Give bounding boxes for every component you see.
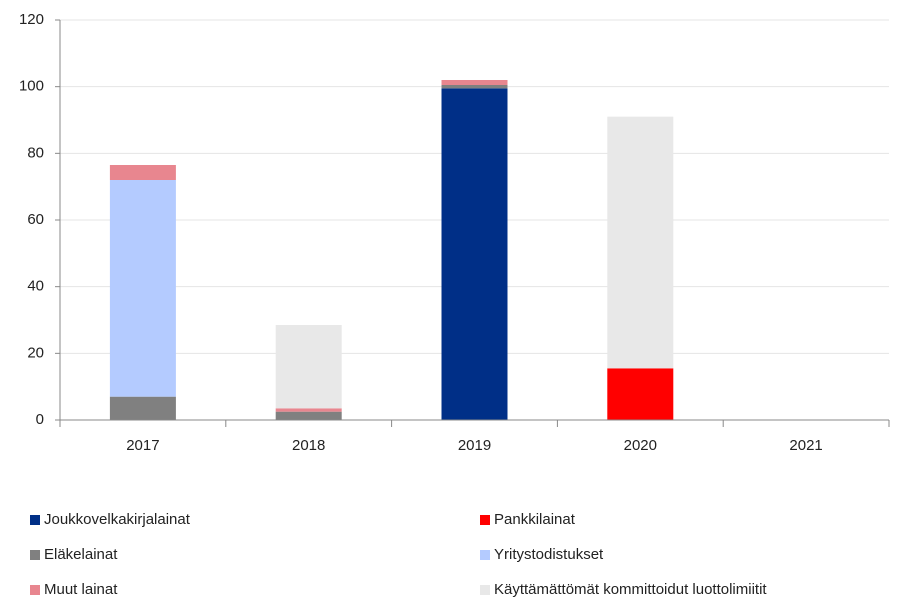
bar-segment [109, 165, 176, 180]
bar-segment [441, 88, 508, 420]
y-tick-label: 80 [27, 144, 44, 161]
x-tick-label: 2017 [126, 437, 159, 454]
bar-segment [275, 411, 342, 420]
bar-segment [109, 396, 176, 420]
bar-segment [275, 408, 342, 412]
x-tick-label: 2020 [624, 437, 657, 454]
bar-segment [441, 85, 508, 89]
legend-label: Pankkilainat [494, 511, 576, 528]
bar-segment [607, 116, 674, 369]
legend-label: Muut lainat [44, 581, 118, 598]
x-tick-label: 2018 [292, 437, 325, 454]
bar-segment [109, 180, 176, 397]
legend-label: Yritystodistukset [494, 546, 604, 563]
legend-swatch [480, 550, 490, 560]
y-tick-label: 120 [19, 11, 44, 28]
y-tick-label: 60 [27, 211, 44, 228]
x-tick-label: 2019 [458, 437, 491, 454]
x-tick-label: 2021 [789, 437, 822, 454]
legend-swatch [30, 515, 40, 525]
y-tick-label: 100 [19, 78, 44, 95]
legend-label: Käyttämättömät kommittoidut luottolimiit… [494, 581, 767, 598]
legend-swatch [480, 585, 490, 595]
legend-label: Joukkovelkakirjalainat [44, 511, 191, 528]
legend-label: Eläkelainat [44, 546, 118, 563]
bar-segment [441, 80, 508, 85]
legend-swatch [480, 515, 490, 525]
y-tick-label: 0 [36, 411, 44, 428]
y-tick-label: 20 [27, 344, 44, 361]
legend-swatch [30, 585, 40, 595]
legend-swatch [30, 550, 40, 560]
y-tick-label: 40 [27, 278, 44, 295]
bar-segment [275, 325, 342, 409]
bar-segment [607, 368, 674, 420]
